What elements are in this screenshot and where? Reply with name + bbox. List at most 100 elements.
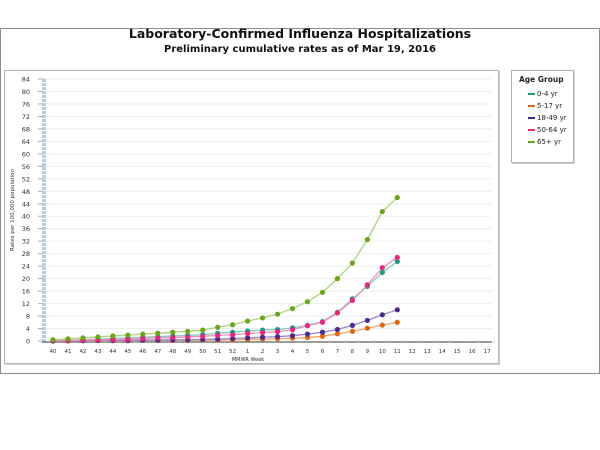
y-axis-bar [42,307,46,310]
y-axis-bar [42,251,46,254]
y-axis-bar [42,199,46,202]
legend-label: 65+ yr [537,138,562,146]
y-tick-label: 0 [26,338,30,346]
y-axis-bar [42,219,46,222]
x-axis-label: MMWR Week [232,357,264,363]
x-tick-label: 2 [261,349,265,355]
data-point [215,324,221,330]
data-point [364,282,370,288]
data-point [379,322,385,328]
y-axis-bar [42,135,46,138]
y-tick-label: 56 [22,163,30,171]
x-tick-label: 6 [321,349,325,355]
data-point [259,334,266,340]
data-point [245,330,251,337]
y-axis-bar [42,315,46,318]
y-axis-bar [42,319,46,322]
x-tick-label: 46 [139,349,146,355]
y-axis-bar [42,87,46,90]
legend-swatch-icon [528,105,535,107]
y-axis-bar [42,291,46,294]
x-tick-label: 52 [229,349,236,355]
data-point [334,331,341,337]
data-point [50,337,56,343]
y-tick-label: 24 [22,263,30,271]
y-axis-bar [42,155,46,158]
x-tick-label: 48 [169,349,176,355]
data-point [319,319,326,325]
data-point [140,335,146,342]
legend-label: 50-64 yr [537,126,567,134]
y-axis-bar [42,275,46,278]
y-axis-bar [42,223,46,226]
y-tick-label: 20 [22,275,30,283]
y-axis-bar [42,159,46,162]
chart-title: Laboratory-Confirmed Influenza Hospitali… [128,26,472,41]
y-tick-label: 72 [22,113,30,121]
y-axis-bar [42,335,46,338]
data-point [364,317,370,324]
x-tick-label: 49 [184,349,191,355]
legend-swatch-icon [528,129,535,131]
y-axis-bar [42,91,46,94]
data-point [245,335,251,341]
data-point [304,331,311,337]
x-tick-label: 14 [439,349,446,355]
data-point [155,335,161,341]
y-tick-label: 52 [22,175,30,183]
y-axis-bar [42,187,46,190]
x-tick-label: 43 [94,349,101,355]
x-tick-label: 42 [79,349,86,355]
data-point [349,322,355,329]
data-point [200,327,206,333]
data-point [334,276,341,282]
data-point [394,319,400,325]
data-point [125,336,131,342]
x-tick-label: 10 [379,349,386,355]
x-tick-label: 3 [276,349,280,355]
legend-swatch-icon [528,117,535,119]
data-point [319,289,326,295]
x-tick-label: 17 [484,349,491,355]
data-point [379,265,385,271]
data-point [245,318,251,324]
y-axis-bar [42,203,46,206]
legend-label: 0-4 yr [537,90,558,98]
data-point [230,332,236,338]
data-point [215,332,221,338]
x-tick-label: 51 [214,349,221,355]
legend-label: 5-17 yr [537,102,563,110]
x-tick-label: 12 [409,349,416,355]
y-tick-label: 40 [22,213,30,221]
legend-item: 18-49 yr [512,112,573,124]
data-point [334,326,341,333]
y-axis-bar [42,331,46,334]
y-axis-bar [42,267,46,270]
data-point [95,334,101,340]
data-point [274,334,281,340]
legend-item: 50-64 yr [512,124,573,136]
data-point [349,260,355,266]
data-point [379,269,385,275]
x-tick-label: 5 [306,349,310,355]
y-axis-bar [42,295,46,298]
data-point [170,334,176,341]
y-axis-bar [42,299,46,302]
y-tick-label: 12 [22,300,30,308]
legend-title: Age Group [519,75,564,84]
y-axis-bar [42,211,46,214]
legend: Age Group 0-4 yr 5-17 yr 18-49 yr 50-64 yr 6… [511,70,574,163]
data-point [274,311,281,317]
y-axis-bar [42,147,46,150]
y-tick-label: 60 [22,150,30,158]
y-axis-bar [42,279,46,282]
y-tick-label: 64 [22,138,30,146]
y-axis-bar [42,327,46,330]
x-tick-label: 40 [50,349,57,355]
data-point [230,322,236,328]
data-point [80,335,86,341]
data-point [125,332,131,338]
y-axis-bar [42,195,46,198]
y-axis-bar [42,107,46,110]
y-axis-bar [42,167,46,170]
